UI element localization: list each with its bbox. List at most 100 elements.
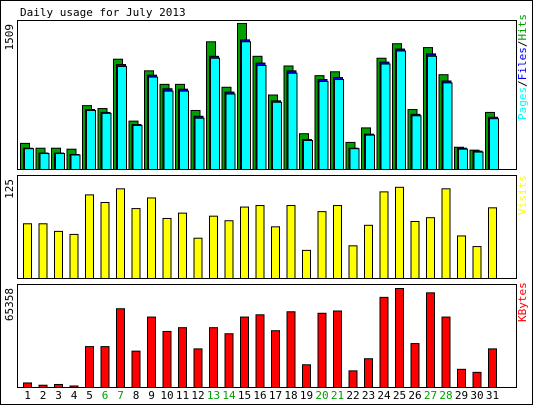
bar-visits	[23, 223, 32, 279]
bar-pages	[24, 148, 34, 171]
day-label: 18	[284, 389, 297, 402]
bar-pages	[39, 153, 50, 170]
bar-kbytes	[426, 292, 435, 388]
bar-kbytes	[69, 385, 79, 388]
bar-pages	[117, 65, 127, 170]
bar-visits	[85, 194, 94, 279]
bar-kbytes	[286, 311, 296, 388]
bar-visits	[302, 249, 311, 280]
bar-visits	[410, 221, 420, 279]
day-label: 8	[133, 389, 140, 402]
bar-visits	[255, 205, 265, 279]
bar-pages	[287, 72, 298, 170]
bar-kbytes	[488, 348, 497, 388]
bar-kbytes	[23, 382, 32, 389]
bar-pages	[225, 93, 236, 170]
legend-hits-files-pages: Pages/Files/Hits	[516, 14, 529, 120]
bar-pages	[473, 151, 484, 170]
bar-kbytes	[457, 368, 466, 388]
day-label: 25	[393, 389, 406, 402]
bar-visits	[116, 188, 125, 280]
day-label: 13	[207, 389, 220, 402]
bar-pages	[256, 64, 267, 170]
day-label: 9	[148, 389, 155, 402]
day-label: 3	[55, 389, 62, 402]
bar-kbytes	[85, 346, 94, 388]
bar-kbytes	[255, 314, 265, 388]
bar-pages	[163, 90, 174, 170]
bar-pages	[334, 79, 344, 170]
bar-kbytes	[147, 316, 156, 388]
bar-kbytes	[317, 312, 327, 388]
bar-visits	[131, 208, 141, 279]
bar-kbytes	[333, 310, 342, 388]
legend-part: Pages	[516, 87, 529, 120]
bar-visits	[240, 206, 249, 279]
day-label: 15	[238, 389, 251, 402]
bar-visits	[147, 197, 156, 279]
bar-kbytes	[441, 316, 451, 388]
day-label: 16	[253, 389, 266, 402]
day-label: 30	[470, 389, 483, 402]
day-label: 21	[331, 389, 344, 402]
day-label: 31	[486, 389, 499, 402]
bar-visits	[286, 205, 296, 279]
day-label: 1	[24, 389, 31, 402]
day-label: 6	[102, 389, 109, 402]
day-label: 10	[160, 389, 173, 402]
day-label: 27	[424, 389, 437, 402]
bar-kbytes	[54, 383, 63, 388]
day-label: 14	[222, 389, 236, 402]
bar-kbytes	[193, 348, 203, 388]
bar-kbytes	[364, 358, 373, 389]
bar-kbytes	[472, 371, 482, 389]
bar-pages	[272, 101, 282, 170]
bar-visits	[426, 217, 435, 279]
day-label: 20	[315, 389, 328, 402]
bar-pages	[365, 134, 375, 171]
bar-visits	[224, 220, 234, 280]
bar-kbytes	[271, 330, 280, 389]
bar-pages	[70, 154, 81, 170]
bar-visits	[441, 188, 451, 280]
day-label: 2	[40, 389, 47, 402]
day-label: 5	[86, 389, 93, 402]
day-label: 7	[117, 389, 124, 402]
bar-visits	[317, 211, 327, 279]
bar-visits	[379, 191, 389, 279]
bar-visits	[472, 246, 482, 280]
bar-kbytes	[410, 343, 420, 388]
bar-kbytes	[116, 308, 125, 389]
bar-visits	[271, 226, 280, 280]
bar-pages	[55, 153, 65, 170]
day-label: 11	[176, 389, 189, 402]
bar-visits	[348, 245, 358, 280]
bar-pages	[489, 118, 499, 170]
bar-pages	[411, 115, 422, 170]
day-label: 23	[362, 389, 375, 402]
bar-kbytes	[379, 296, 389, 389]
bar-pages	[427, 55, 437, 171]
bar-pages	[380, 63, 391, 170]
bar-visits	[162, 217, 172, 280]
day-label: 28	[439, 389, 452, 402]
bar-kbytes	[209, 327, 218, 388]
day-label: 22	[346, 389, 359, 402]
day-label: 17	[269, 389, 282, 402]
bar-pages	[194, 117, 205, 170]
day-label: 24	[377, 389, 391, 402]
bar-pages	[148, 76, 158, 170]
day-label: 19	[300, 389, 313, 402]
bar-kbytes	[240, 316, 249, 388]
bar-kbytes	[302, 364, 311, 389]
legend-part: Files	[516, 47, 529, 80]
bar-pages	[303, 139, 313, 170]
legend-part: /	[516, 41, 529, 48]
bar-visits	[69, 233, 79, 279]
bar-kbytes	[348, 370, 358, 388]
bar-visits	[54, 230, 63, 280]
y-max-label-visits: 125	[3, 179, 16, 199]
bar-visits	[209, 215, 218, 279]
